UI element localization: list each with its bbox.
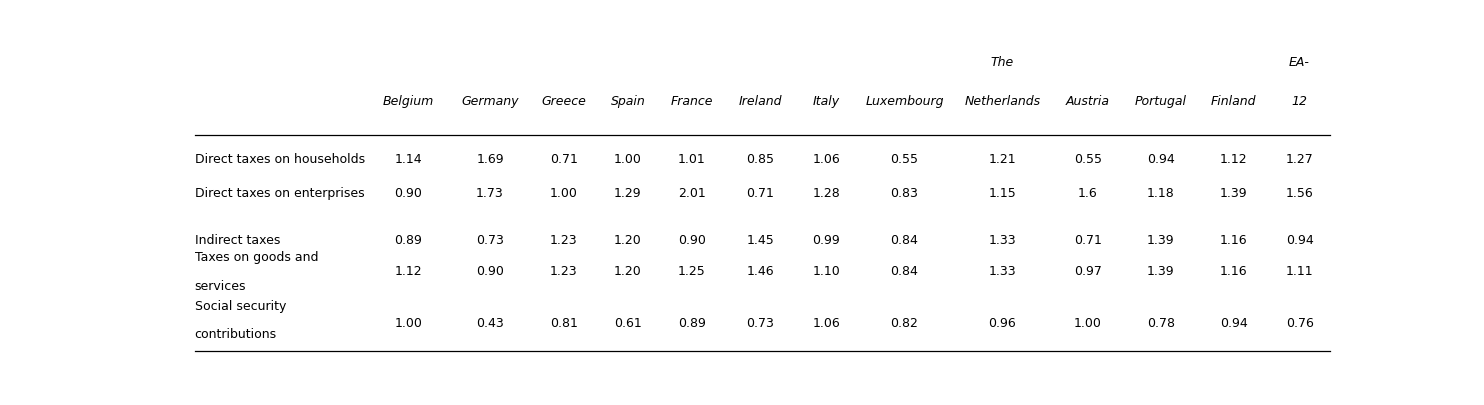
Text: contributions: contributions <box>194 327 278 340</box>
Text: 1.39: 1.39 <box>1147 265 1174 278</box>
Text: 1.29: 1.29 <box>614 187 641 200</box>
Text: 1.20: 1.20 <box>614 265 641 278</box>
Text: 1.69: 1.69 <box>476 153 505 166</box>
Text: 1.73: 1.73 <box>476 187 505 200</box>
Text: 1.45: 1.45 <box>746 234 775 247</box>
Text: 0.55: 0.55 <box>1074 153 1101 166</box>
Text: Belgium: Belgium <box>383 95 433 108</box>
Text: Direct taxes on enterprises: Direct taxes on enterprises <box>194 187 365 200</box>
Text: 0.94: 0.94 <box>1147 153 1175 166</box>
Text: 12: 12 <box>1291 95 1307 108</box>
Text: 0.84: 0.84 <box>890 265 919 278</box>
Text: Portugal: Portugal <box>1135 95 1187 108</box>
Text: 0.81: 0.81 <box>549 316 577 329</box>
Text: services: services <box>194 279 246 292</box>
Text: Ireland: Ireland <box>739 95 782 108</box>
Text: Social security: Social security <box>194 299 286 312</box>
Text: 0.73: 0.73 <box>746 316 775 329</box>
Text: 0.94: 0.94 <box>1285 234 1313 247</box>
Text: 2.01: 2.01 <box>678 187 706 200</box>
Text: Spain: Spain <box>610 95 646 108</box>
Text: 1.6: 1.6 <box>1077 187 1098 200</box>
Text: 0.94: 0.94 <box>1220 316 1248 329</box>
Text: 1.00: 1.00 <box>1074 316 1101 329</box>
Text: 0.76: 0.76 <box>1285 316 1313 329</box>
Text: 1.12: 1.12 <box>1220 153 1248 166</box>
Text: 1.01: 1.01 <box>678 153 706 166</box>
Text: Direct taxes on households: Direct taxes on households <box>194 153 365 166</box>
Text: 1.39: 1.39 <box>1220 187 1248 200</box>
Text: 0.90: 0.90 <box>678 234 706 247</box>
Text: 1.33: 1.33 <box>988 265 1017 278</box>
Text: 1.18: 1.18 <box>1147 187 1175 200</box>
Text: 0.96: 0.96 <box>988 316 1017 329</box>
Text: 1.25: 1.25 <box>678 265 706 278</box>
Text: Germany: Germany <box>462 95 519 108</box>
Text: 1.21: 1.21 <box>988 153 1017 166</box>
Text: 1.16: 1.16 <box>1220 265 1248 278</box>
Text: Indirect taxes: Indirect taxes <box>194 234 280 247</box>
Text: 0.82: 0.82 <box>890 316 919 329</box>
Text: The: The <box>991 56 1014 69</box>
Text: 1.00: 1.00 <box>614 153 641 166</box>
Text: 0.97: 0.97 <box>1074 265 1101 278</box>
Text: 0.89: 0.89 <box>395 234 421 247</box>
Text: 1.15: 1.15 <box>988 187 1017 200</box>
Text: 1.20: 1.20 <box>614 234 641 247</box>
Text: Luxembourg: Luxembourg <box>865 95 944 108</box>
Text: 1.28: 1.28 <box>812 187 840 200</box>
Text: Italy: Italy <box>813 95 840 108</box>
Text: 0.89: 0.89 <box>678 316 706 329</box>
Text: Taxes on goods and: Taxes on goods and <box>194 251 318 264</box>
Text: 1.00: 1.00 <box>395 316 421 329</box>
Text: 0.71: 0.71 <box>746 187 775 200</box>
Text: 0.83: 0.83 <box>890 187 919 200</box>
Text: 0.84: 0.84 <box>890 234 919 247</box>
Text: 0.71: 0.71 <box>1074 234 1101 247</box>
Text: 1.00: 1.00 <box>549 187 577 200</box>
Text: Greece: Greece <box>542 95 586 108</box>
Text: France: France <box>671 95 714 108</box>
Text: 0.43: 0.43 <box>476 316 505 329</box>
Text: 0.55: 0.55 <box>890 153 919 166</box>
Text: Austria: Austria <box>1066 95 1110 108</box>
Text: 0.85: 0.85 <box>746 153 775 166</box>
Text: 1.33: 1.33 <box>988 234 1017 247</box>
Text: 0.61: 0.61 <box>614 316 641 329</box>
Text: 1.14: 1.14 <box>395 153 421 166</box>
Text: Finland: Finland <box>1211 95 1257 108</box>
Text: 0.99: 0.99 <box>812 234 840 247</box>
Text: 0.90: 0.90 <box>395 187 421 200</box>
Text: 1.06: 1.06 <box>812 316 840 329</box>
Text: 1.10: 1.10 <box>812 265 840 278</box>
Text: 1.16: 1.16 <box>1220 234 1248 247</box>
Text: 0.90: 0.90 <box>476 265 505 278</box>
Text: 1.23: 1.23 <box>551 265 577 278</box>
Text: 1.23: 1.23 <box>551 234 577 247</box>
Text: 0.73: 0.73 <box>476 234 505 247</box>
Text: 0.71: 0.71 <box>549 153 577 166</box>
Text: 1.12: 1.12 <box>395 265 421 278</box>
Text: 1.39: 1.39 <box>1147 234 1174 247</box>
Text: EA-: EA- <box>1290 56 1310 69</box>
Text: 1.27: 1.27 <box>1285 153 1313 166</box>
Text: Netherlands: Netherlands <box>965 95 1040 108</box>
Text: 1.11: 1.11 <box>1285 265 1313 278</box>
Text: 1.06: 1.06 <box>812 153 840 166</box>
Text: 1.46: 1.46 <box>746 265 775 278</box>
Text: 0.78: 0.78 <box>1147 316 1175 329</box>
Text: 1.56: 1.56 <box>1285 187 1313 200</box>
